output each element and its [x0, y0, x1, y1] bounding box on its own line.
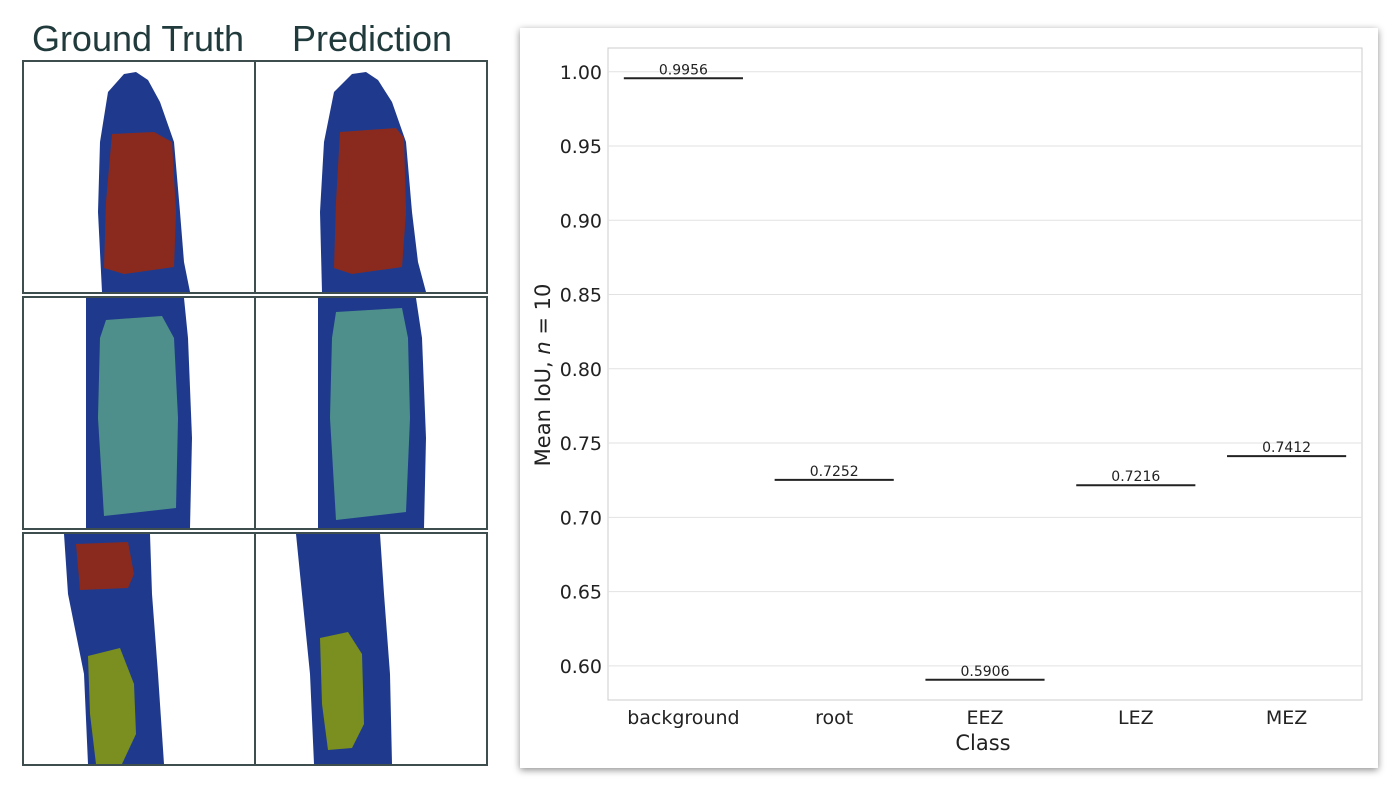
y-tick-label: 0.90 — [560, 210, 602, 232]
ground-truth-image-row-1 — [22, 60, 256, 294]
meristem-region — [104, 132, 176, 274]
y-tick-label: 0.75 — [560, 433, 602, 455]
y-tick-label: 0.85 — [560, 285, 602, 307]
x-tick-label-root: root — [815, 707, 853, 729]
mean-markers: 0.9956 0.7252 0.5906 0.7216 0.7412 — [623, 62, 1347, 681]
mean-iou-chart: 0.9956 0.7252 0.5906 0.7216 0.7412 0.60 0.65 0… — [520, 28, 1378, 768]
lateral-region — [88, 648, 136, 764]
x-tick-label-eez: EEZ — [966, 707, 1003, 729]
y-tick-label: 0.65 — [560, 582, 602, 604]
ground-truth-image-row-3 — [22, 532, 256, 766]
y-tick-label: 1.00 — [560, 62, 602, 84]
root-region — [64, 534, 164, 764]
lateral-region — [320, 632, 364, 750]
y-tick-labels: 0.60 0.65 0.70 0.75 0.80 0.85 0.90 0.95 1.00 — [560, 62, 602, 678]
y-axis-label: Mean IoU, n = 10 — [531, 284, 555, 467]
x-tick-label-background: background — [627, 707, 739, 729]
x-axis-label: Class — [955, 731, 1010, 755]
value-label-root: 0.7252 — [810, 464, 859, 480]
ground-truth-header: Ground Truth — [31, 18, 245, 59]
meristem-region — [334, 128, 406, 274]
prediction-header: Prediction — [291, 18, 453, 59]
elongation-region — [98, 316, 178, 516]
prediction-image-row-2 — [254, 296, 488, 530]
value-label-lez: 0.7216 — [1111, 469, 1160, 485]
y-tick-label: 0.95 — [560, 136, 602, 158]
value-label-background: 0.9956 — [659, 62, 708, 78]
y-tick-label: 0.80 — [560, 359, 602, 381]
x-tick-labels: background root EEZ LEZ MEZ — [627, 707, 1307, 729]
value-label-mez: 0.7412 — [1262, 440, 1311, 456]
x-tick-label-lez: LEZ — [1118, 707, 1154, 729]
elongation-region — [330, 308, 410, 520]
prediction-image-row-3 — [254, 532, 488, 766]
y-tick-label: 0.70 — [560, 507, 602, 529]
x-tick-label-mez: MEZ — [1266, 707, 1307, 729]
gridlines — [608, 71, 1362, 667]
value-label-eez: 0.5906 — [961, 664, 1010, 680]
meristem-region — [76, 542, 134, 590]
ground-truth-image-row-2 — [22, 296, 256, 530]
y-tick-label: 0.60 — [560, 656, 602, 678]
prediction-image-row-1 — [254, 60, 488, 294]
